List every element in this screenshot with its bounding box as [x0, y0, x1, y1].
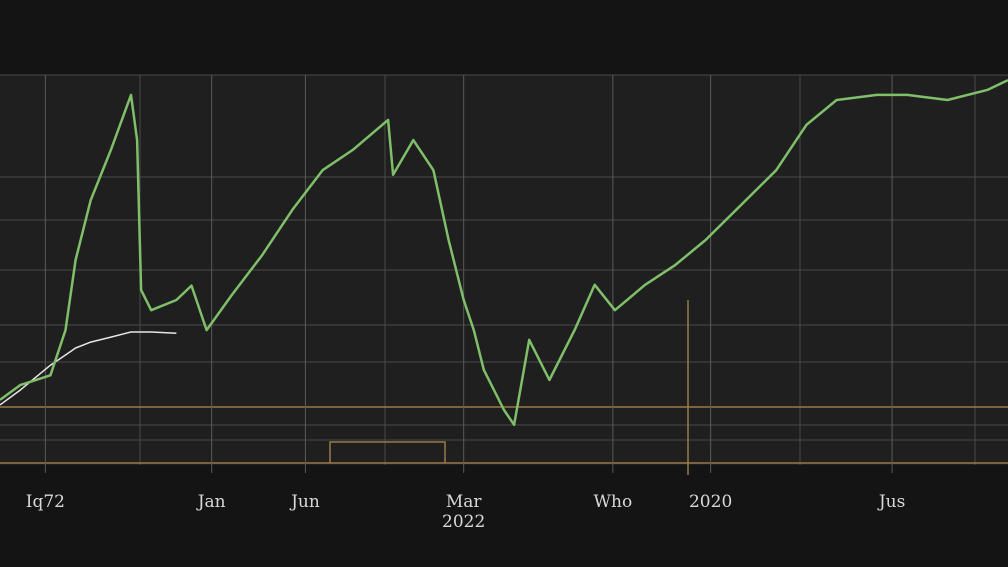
guides: [0, 300, 1008, 475]
series: [0, 78, 1008, 427]
guide-box: [329, 441, 446, 463]
x-tick-label: Jun: [291, 492, 320, 512]
series-line: [0, 331, 177, 406]
x-tick-label: Jan: [197, 492, 226, 512]
x-tick-label: Iq72: [25, 492, 65, 512]
grid: [0, 74, 1008, 465]
x-tick-label: Mar 2022: [442, 492, 486, 532]
series-line: [0, 78, 1008, 427]
x-tick-label: Who: [593, 492, 633, 512]
x-tick-label: 2020: [688, 492, 733, 512]
x-tick-label: Jus: [878, 492, 906, 512]
x-grid: [44, 75, 893, 473]
